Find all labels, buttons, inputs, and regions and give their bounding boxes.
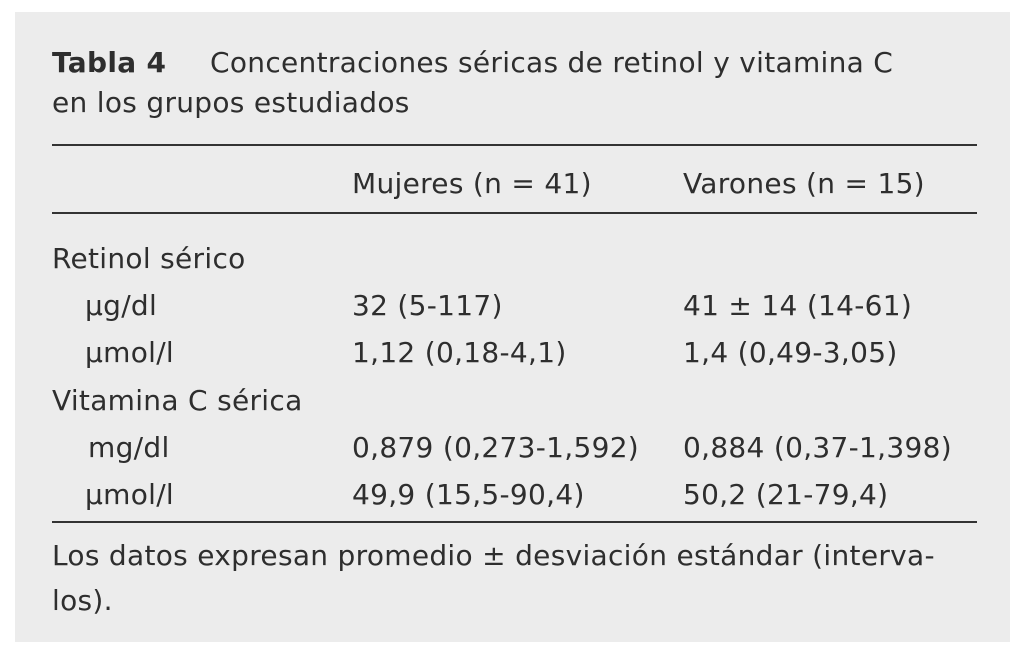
table-panel [15, 12, 1010, 642]
row-unit: µmol/l [85, 478, 175, 511]
column-header: Varones (n = 15) [683, 167, 925, 200]
group-name: Vitamina C sérica [52, 384, 303, 417]
column-header: Mujeres (n = 41) [352, 167, 592, 200]
row-unit: µmol/l [85, 336, 175, 369]
footnote: Los datos expresan promedio ± desviación… [52, 539, 935, 572]
table-label: Tabla 4 [52, 46, 167, 79]
footnote: los). [52, 584, 113, 617]
cell: 1,4 (0,49-3,05) [683, 336, 898, 369]
rule [52, 212, 977, 214]
row-unit: mg/dl [88, 431, 170, 464]
rule [52, 144, 977, 146]
cell: 1,12 (0,18-4,1) [352, 336, 567, 369]
table-title: en los grupos estudiados [52, 86, 410, 119]
table-title: Concentraciones séricas de retinol y vit… [210, 46, 894, 79]
cell: 0,879 (0,273-1,592) [352, 431, 640, 464]
cell: 0,884 (0,37-1,398) [683, 431, 952, 464]
cell: 32 (5-117) [352, 289, 503, 322]
row-unit: µg/dl [85, 289, 158, 322]
cell: 49,9 (15,5-90,4) [352, 478, 585, 511]
group-name: Retinol sérico [52, 242, 246, 275]
rule [52, 521, 977, 523]
cell: 41 ± 14 (14-61) [683, 289, 913, 322]
cell: 50,2 (21-79,4) [683, 478, 889, 511]
